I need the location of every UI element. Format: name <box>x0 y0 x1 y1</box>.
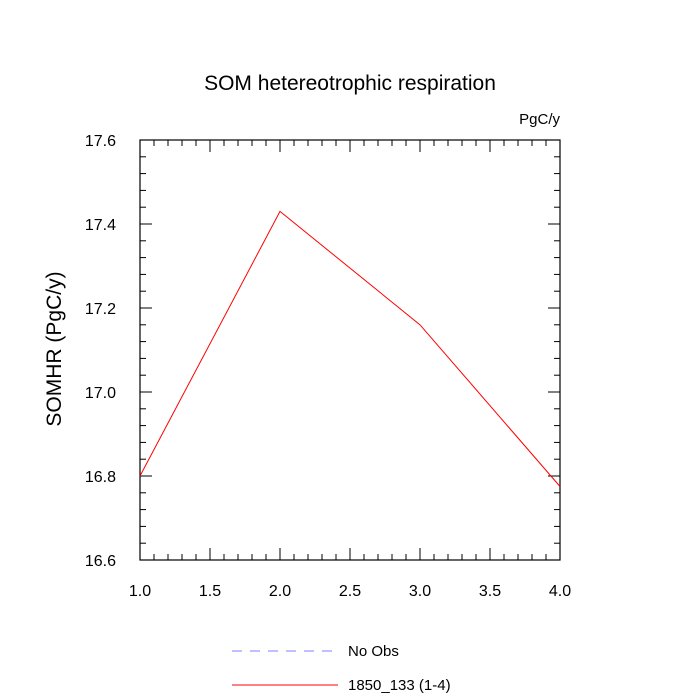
series-line-0 <box>139 210 561 487</box>
y-tick-label: 16.8 <box>85 469 116 486</box>
x-tick-label: 1.0 <box>129 583 151 600</box>
y-tick-label: 17.6 <box>85 133 116 150</box>
y-tick-label: 16.6 <box>85 553 116 570</box>
plot-border <box>139 139 561 561</box>
y-tick-label: 17.4 <box>85 217 116 234</box>
series-lines <box>139 210 561 487</box>
x-tick-label: 1.5 <box>199 583 221 600</box>
axis-ticks <box>139 139 561 561</box>
legend: No Obs 1850_133 (1-4) <box>232 643 451 694</box>
tick-labels: 1.0 1.5 2.0 2.5 3.0 3.5 4.0 16.6 16.8 17.0 17.2 17.… <box>85 133 571 600</box>
legend-label-1: 1850_133 (1-4) <box>348 677 451 694</box>
units-label: PgC/y <box>519 111 560 128</box>
x-tick-label: 2.0 <box>269 583 291 600</box>
x-tick-label: 3.0 <box>409 583 431 600</box>
plot-frame <box>139 139 561 561</box>
y-tick-label: 17.0 <box>85 385 116 402</box>
legend-label-0: No Obs <box>348 643 399 660</box>
chart-title: SOM hetereotrophic respiration <box>204 72 496 95</box>
x-tick-label: 4.0 <box>549 583 571 600</box>
y-axis-label: SOMHR (PgC/y) <box>43 271 66 426</box>
x-tick-label: 3.5 <box>479 583 501 600</box>
x-tick-label: 2.5 <box>339 583 361 600</box>
y-tick-label: 17.2 <box>85 301 116 318</box>
